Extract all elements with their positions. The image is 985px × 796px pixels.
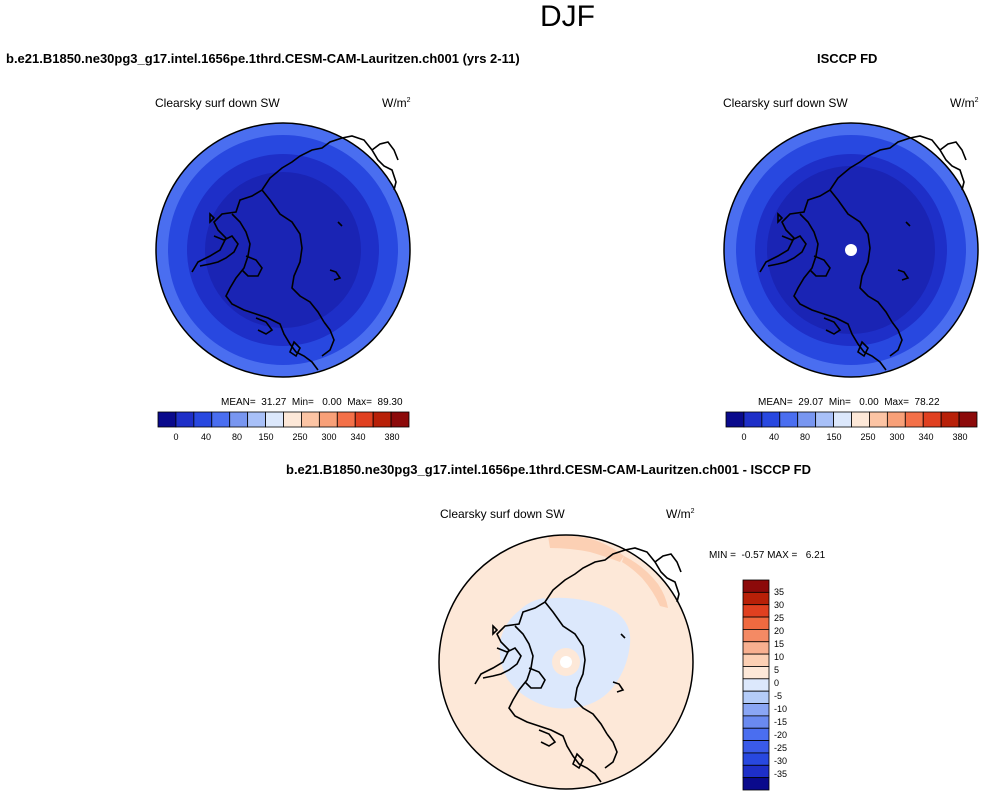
colorbar-tick: 0 — [173, 432, 179, 442]
diff-panel-title: b.e21.B1850.ne30pg3_g17.intel.1656pe.1th… — [286, 462, 811, 477]
diff-variable-label: Clearsky surf down SW — [440, 507, 565, 521]
colorbar-tick: 40 — [768, 432, 780, 442]
colorbar-tick: 35 — [774, 587, 785, 597]
colorbar-tick: 380 — [384, 432, 400, 442]
figure-title: DJF — [540, 0, 595, 33]
obs-colorbar — [725, 411, 978, 428]
colorbar-swatch — [742, 616, 770, 630]
colorbar-tick: 340 — [918, 432, 934, 442]
model-stats: MEAN= 31.27 Min= 0.00 Max= 89.30 — [221, 397, 403, 408]
model-panel-title: b.e21.B1850.ne30pg3_g17.intel.1656pe.1th… — [6, 51, 520, 66]
colorbar-tick: -20 — [774, 730, 788, 740]
colorbar-tick: 0 — [774, 678, 780, 688]
colorbar-tick: 300 — [889, 432, 905, 442]
colorbar-swatch — [742, 604, 770, 618]
colorbar-tick: 40 — [200, 432, 212, 442]
colorbar-tick: 20 — [774, 626, 785, 636]
colorbar-tick: -15 — [774, 717, 788, 727]
model-colorbar — [157, 411, 410, 428]
model-coastlines — [191, 135, 399, 371]
colorbar-swatch — [742, 641, 770, 655]
colorbar-tick: -30 — [774, 756, 788, 766]
colorbar-tick: 80 — [799, 432, 811, 442]
obs-coastlines — [759, 135, 967, 371]
colorbar-tick: 150 — [826, 432, 842, 442]
colorbar-swatch — [742, 678, 770, 692]
colorbar-tick: 250 — [860, 432, 876, 442]
colorbar-swatch — [958, 411, 978, 428]
model-map-disk — [155, 122, 411, 378]
colorbar-tick: -25 — [774, 743, 788, 753]
colorbar-swatch — [742, 690, 770, 704]
colorbar-swatch — [742, 764, 770, 779]
obs-variable-label: Clearsky surf down SW — [723, 96, 848, 110]
colorbar-tick: 10 — [774, 652, 785, 662]
colorbar-tick: 25 — [774, 613, 785, 623]
diff-coastlines — [474, 547, 682, 783]
colorbar-swatch — [742, 666, 770, 680]
colorbar-tick: 150 — [258, 432, 274, 442]
diff-units-label: W/m2 — [666, 507, 695, 521]
colorbar-swatch — [742, 703, 770, 717]
model-units-label: W/m2 — [382, 96, 411, 110]
colorbar-tick: 300 — [321, 432, 337, 442]
colorbar-swatch — [742, 653, 770, 667]
obs-missing-data-pole — [845, 244, 857, 256]
diff-stats: MIN = -0.57 MAX = 6.21 — [709, 550, 826, 561]
colorbar-swatch — [742, 591, 770, 606]
colorbar-swatch — [742, 629, 770, 643]
colorbar-tick: 5 — [774, 665, 780, 675]
colorbar-swatch — [742, 740, 770, 754]
colorbar-tick: -35 — [774, 769, 788, 779]
colorbar-tick: 80 — [231, 432, 243, 442]
colorbar-swatch — [742, 579, 770, 593]
diff-colorbar-ticks: 35 30 25 20 15 10 5 0 -5 -10 -15 -20 -25… — [774, 580, 804, 790]
model-colorbar-ticks: 0 40 80 150 250 300 340 380 — [158, 432, 409, 444]
colorbar-tick: 0 — [741, 432, 747, 442]
colorbar-tick: 340 — [350, 432, 366, 442]
diff-map-disk — [438, 534, 694, 790]
model-variable-label: Clearsky surf down SW — [155, 96, 280, 110]
colorbar-tick: 30 — [774, 600, 785, 610]
obs-map-disk — [723, 122, 979, 378]
diff-missing-data-pole — [560, 656, 572, 668]
obs-panel-title: ISCCP FD — [817, 51, 878, 66]
colorbar-tick: 380 — [952, 432, 968, 442]
colorbar-tick: -10 — [774, 704, 788, 714]
colorbar-tick: -5 — [774, 691, 783, 701]
obs-colorbar-ticks: 0 40 80 150 250 300 340 380 — [726, 432, 977, 444]
obs-stats: MEAN= 29.07 Min= 0.00 Max= 78.22 — [758, 397, 940, 408]
colorbar-swatch — [390, 411, 410, 428]
colorbar-tick: 15 — [774, 639, 785, 649]
colorbar-swatch — [742, 777, 770, 791]
colorbar-swatch — [742, 727, 770, 741]
colorbar-tick: 250 — [292, 432, 308, 442]
diff-colorbar — [742, 579, 770, 791]
colorbar-swatch — [742, 752, 770, 766]
obs-units-label: W/m2 — [950, 96, 979, 110]
colorbar-swatch — [742, 715, 770, 729]
